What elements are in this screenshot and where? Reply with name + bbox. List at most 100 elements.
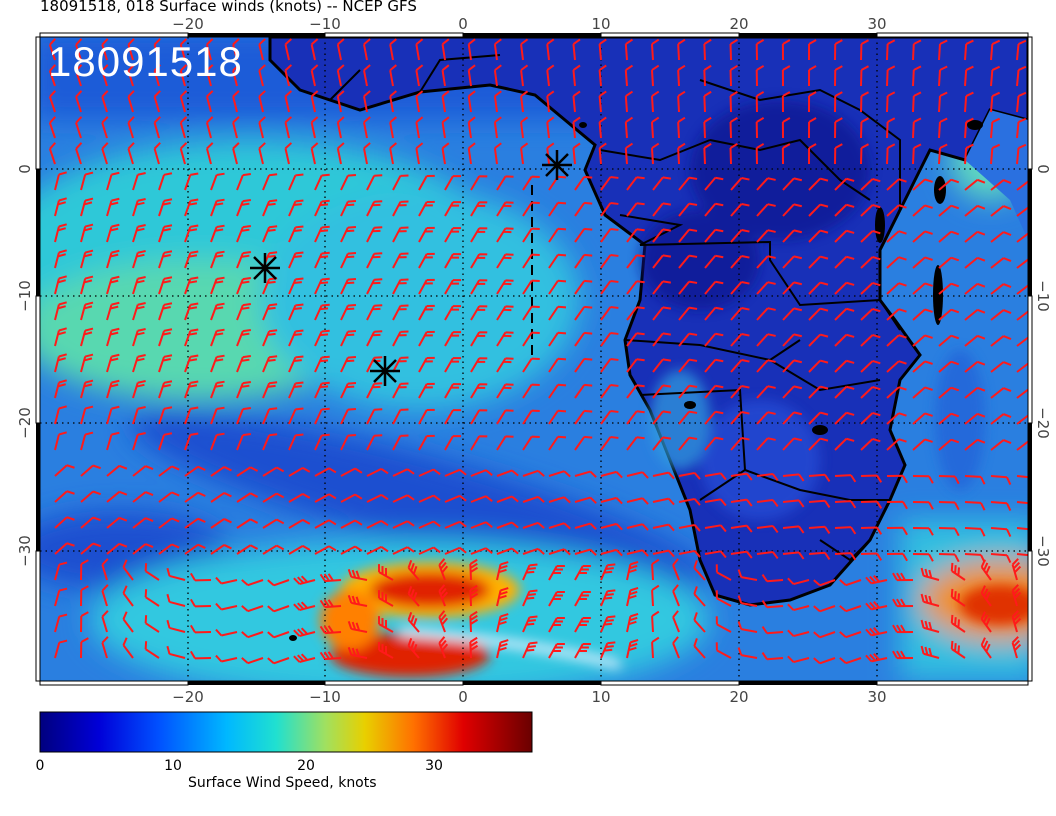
wind-barb [319,573,342,583]
wind-barb [470,279,488,295]
wind-barb [122,611,134,633]
wind-barb [293,627,316,637]
wind-barb [493,90,502,113]
wind-barb [314,329,330,347]
wind-barb [522,175,540,191]
wind-barb [756,473,779,482]
wind-barb [418,434,435,451]
svg-text:0: 0 [16,164,34,174]
wind-barb [600,202,619,217]
wind-barb [392,278,409,295]
wind-barb [470,253,488,269]
wind-barb [990,91,1001,113]
wind-barb [288,329,304,347]
wind-barb [179,90,188,113]
wind-barb [546,64,555,87]
wind-barb [761,652,784,661]
wind-barb [912,143,922,165]
wind-barb [600,496,623,505]
svg-text:20: 20 [729,15,748,33]
wind-barb [650,116,660,139]
wind-barb [704,254,724,269]
wind-barb [574,470,597,478]
wind-barb [496,547,519,555]
wind-barb [438,558,449,581]
wind-barb [158,198,173,217]
wind-barb [729,64,738,87]
wind-barb [834,255,855,269]
wind-barb [467,142,476,165]
wind-barb [236,432,251,451]
wind-barb [1016,475,1028,486]
wind-barb [808,91,817,113]
wind-barb [106,327,120,347]
wind-barb [834,500,857,509]
datetime-stamp: 18091518 [48,38,243,85]
wind-barb [444,520,467,529]
wind-barb [493,116,502,139]
wind-barb [310,90,319,113]
wind-barb [158,517,180,529]
wind-barb [756,525,779,534]
wind-barb [704,176,724,191]
wind-barb [80,353,94,373]
wind-barb [184,302,199,321]
wind-barb [652,523,675,532]
wind-barb [232,90,240,113]
wind-barb [522,615,538,633]
wind-barb [730,550,753,559]
wind-barb [132,406,146,425]
wind-barb [106,464,128,477]
wind-barb [938,553,960,563]
wind-barb [184,543,206,555]
wind-barb [210,544,232,555]
wind-barb [48,142,57,165]
wind-barb [860,360,881,373]
wind-barb [704,306,724,321]
wind-barb [340,355,357,373]
wind-barb [704,332,724,347]
wind-barb [730,358,750,373]
wind-barb [438,584,449,607]
wind-barb [127,38,135,61]
wind-barb [444,468,467,477]
wind-barb [319,651,342,661]
wind-barb [153,90,161,113]
wind-barb [782,385,803,399]
wind-barb [101,90,109,113]
wind-barb [886,256,907,269]
wind-barb [600,254,619,269]
wind-barb [574,642,591,659]
wind-barb [912,117,922,139]
wind-barb [319,599,342,609]
wind-barb [990,143,1001,165]
wind-barb [574,409,593,425]
wind-barb [860,204,881,217]
wind-barb [418,408,435,425]
wind-barb [284,116,293,139]
wind-barb [496,521,519,529]
wind-barb [787,577,810,586]
wind-barb [184,465,206,477]
wind-barb [441,116,450,139]
wind-barb [314,173,330,191]
wind-barb [860,412,881,425]
wind-barb [132,491,154,503]
wind-barb [444,201,462,217]
wind-barb [80,405,94,425]
wind-barb [288,303,304,321]
wind-barb [704,498,727,507]
wind-barb [54,405,67,425]
wind-barb [572,90,581,113]
wind-barb [179,116,188,139]
wind-barb [652,471,675,480]
wind-barb [912,386,933,399]
wind-barb [441,64,450,87]
wind-barb [258,90,266,113]
wind-barb [626,384,645,399]
wind-barb [912,475,934,484]
wind-barb [314,277,330,295]
wind-barb [132,465,154,477]
wind-barb [340,545,363,555]
wind-barb [469,558,479,581]
